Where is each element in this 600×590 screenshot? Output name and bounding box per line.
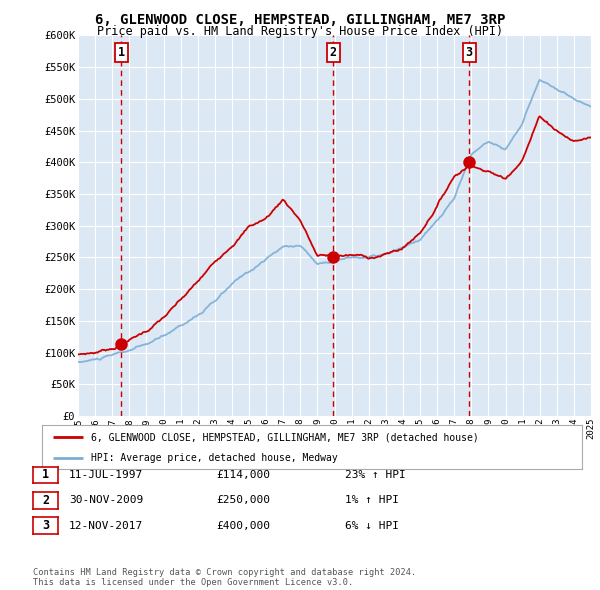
Text: £400,000: £400,000 — [216, 521, 270, 530]
Text: 6% ↓ HPI: 6% ↓ HPI — [345, 521, 399, 530]
Text: 3: 3 — [42, 519, 49, 532]
Text: 12-NOV-2017: 12-NOV-2017 — [69, 521, 143, 530]
Text: 1: 1 — [42, 468, 49, 481]
Text: Contains HM Land Registry data © Crown copyright and database right 2024.
This d: Contains HM Land Registry data © Crown c… — [33, 568, 416, 587]
Text: £114,000: £114,000 — [216, 470, 270, 480]
Text: 1: 1 — [118, 46, 125, 59]
Text: £250,000: £250,000 — [216, 496, 270, 505]
Text: HPI: Average price, detached house, Medway: HPI: Average price, detached house, Medw… — [91, 453, 337, 463]
Text: 2: 2 — [42, 494, 49, 507]
Text: 23% ↑ HPI: 23% ↑ HPI — [345, 470, 406, 480]
Text: 1% ↑ HPI: 1% ↑ HPI — [345, 496, 399, 505]
Text: 11-JUL-1997: 11-JUL-1997 — [69, 470, 143, 480]
Text: 3: 3 — [466, 46, 473, 59]
Text: 6, GLENWOOD CLOSE, HEMPSTEAD, GILLINGHAM, ME7 3RP: 6, GLENWOOD CLOSE, HEMPSTEAD, GILLINGHAM… — [95, 13, 505, 27]
Text: 30-NOV-2009: 30-NOV-2009 — [69, 496, 143, 505]
Text: 6, GLENWOOD CLOSE, HEMPSTEAD, GILLINGHAM, ME7 3RP (detached house): 6, GLENWOOD CLOSE, HEMPSTEAD, GILLINGHAM… — [91, 432, 478, 442]
Text: 2: 2 — [329, 46, 337, 59]
Text: Price paid vs. HM Land Registry's House Price Index (HPI): Price paid vs. HM Land Registry's House … — [97, 25, 503, 38]
